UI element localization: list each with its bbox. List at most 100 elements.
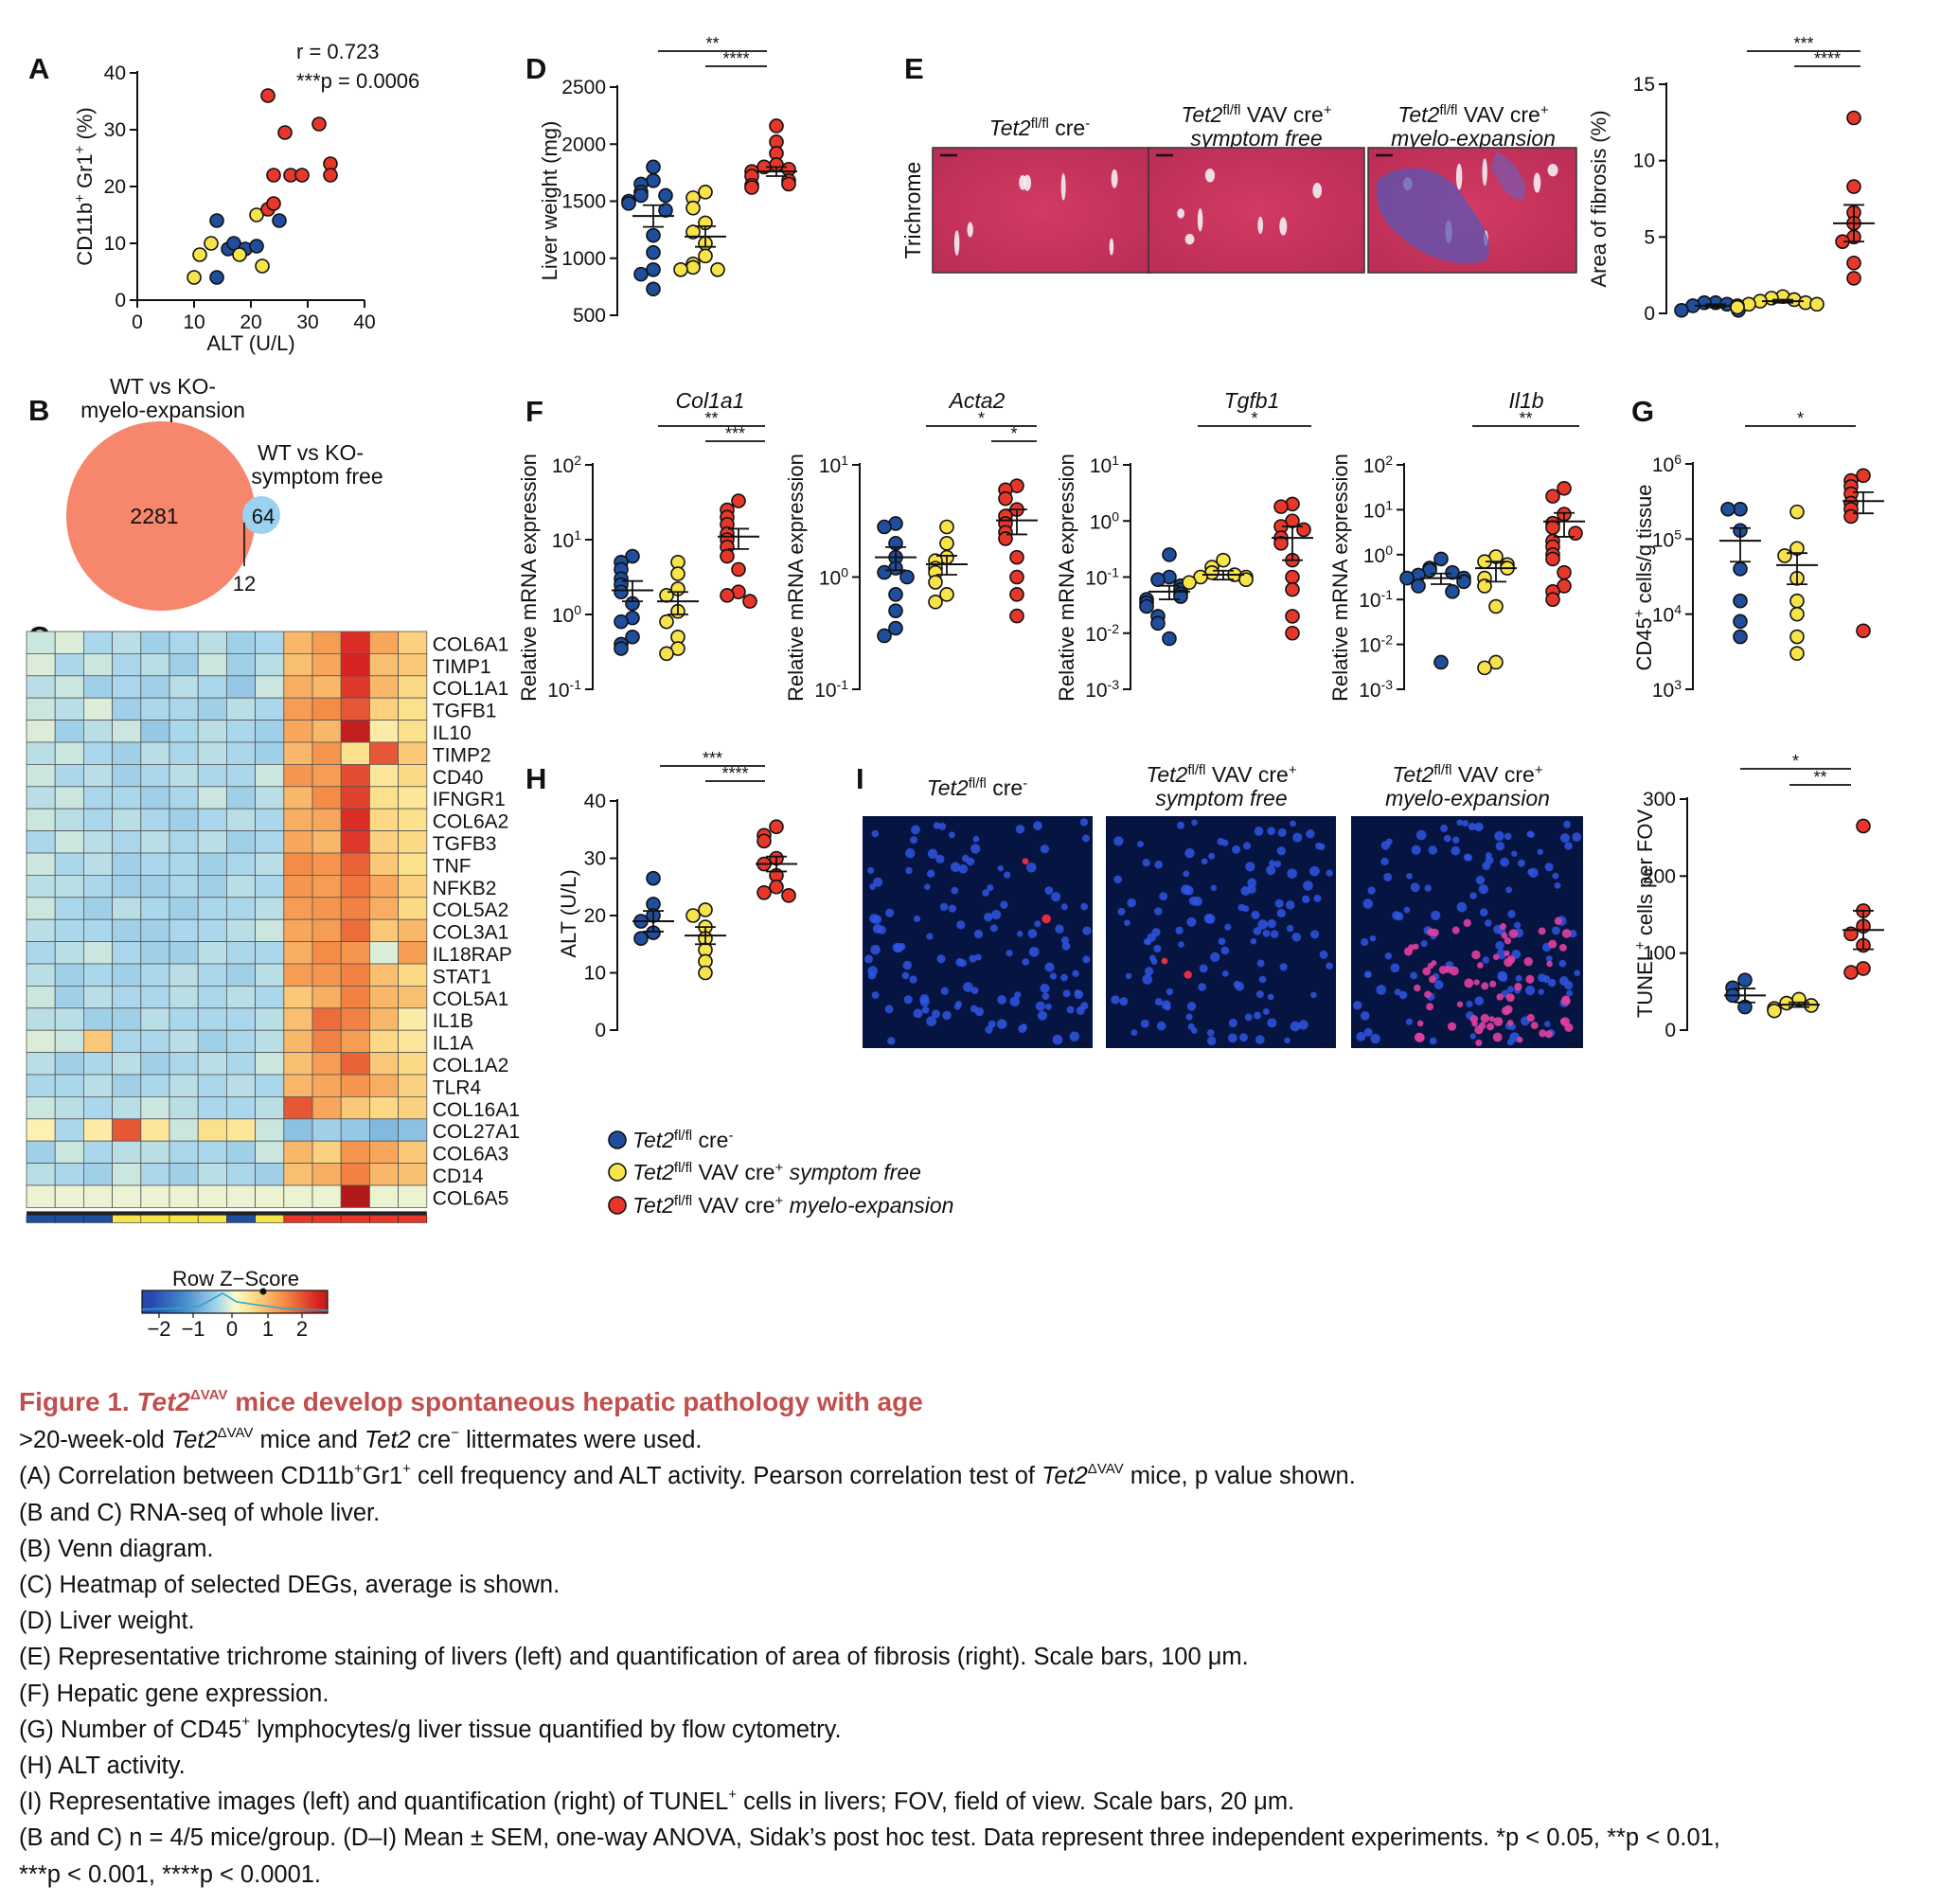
heatmap-cell (283, 1029, 313, 1053)
heatmap-cell (197, 764, 227, 788)
heatmap-cell (368, 918, 399, 943)
tunel-positive-cell (1548, 939, 1558, 949)
liver-weight-point-symptom_free (685, 259, 701, 276)
y-tick-label: 103 (1652, 677, 1682, 702)
nucleus (1433, 980, 1444, 989)
significance-stars: ** (704, 409, 718, 428)
heatmap-cell (225, 720, 256, 743)
heatmap-cell (54, 1052, 84, 1076)
label-segment: fl/fl (1433, 762, 1451, 778)
y-axis-label: CD11b+ Gr1+ (%) (72, 107, 98, 266)
heatmap-cell (26, 1184, 56, 1208)
nucleus (1538, 988, 1544, 995)
tick-exponent: 1 (1112, 453, 1119, 468)
tick-exponent: 0 (841, 565, 848, 580)
y-tick-label: 15 (1633, 74, 1655, 96)
tunel-positive-cell (1501, 932, 1508, 939)
heatmap-cell (312, 697, 342, 721)
label-segment: VAV cre (1205, 762, 1288, 787)
heatmap-cell (340, 875, 370, 899)
heatmap-cell (112, 808, 142, 832)
group-title: Tet2fl/fl VAV cre+ (1181, 102, 1331, 128)
group-subtitle: myelo-expansion (1391, 126, 1556, 151)
tunel-positive-cell (1492, 1032, 1503, 1042)
heatmap-cell (340, 741, 370, 765)
x-tick-label: 10 (183, 311, 205, 333)
tick-exponent: 4 (1674, 602, 1682, 617)
label-segment: fl/fl (1031, 116, 1049, 132)
nucleus (1061, 941, 1071, 951)
label-segment: - (728, 1128, 733, 1144)
heatmap-cell (197, 1074, 227, 1097)
liver-weight-point-cre_neg (646, 244, 661, 260)
cd45-point-cre_neg (1733, 501, 1748, 517)
heatmap-cell (225, 631, 256, 654)
nucleus (1255, 1035, 1265, 1044)
heatmap-cell (312, 1096, 342, 1120)
heatmap-group-myelo_expansion (369, 1215, 399, 1223)
label-segment: (%) (73, 107, 97, 145)
nucleus (1469, 892, 1477, 899)
nucleus (1142, 974, 1153, 985)
heatmap-cell (112, 741, 142, 765)
heatmap-cell (112, 653, 142, 677)
heatmap-cell (340, 963, 370, 987)
expression-Col1a1-point-cre_neg (614, 641, 629, 656)
tunel-positive-cell (1022, 858, 1029, 865)
heatmap-cell (83, 1007, 114, 1031)
nucleus (1544, 1021, 1551, 1027)
heatmap-gene-label: TIMP1 (433, 656, 491, 678)
nucleus (1383, 872, 1393, 881)
heatmap-cell (255, 786, 285, 810)
heatmap-cell (368, 1074, 399, 1097)
panel-letter: A (28, 52, 49, 85)
heatmap-cell (225, 1118, 256, 1142)
heatmap-cell (398, 1007, 428, 1031)
expression-Acta2-point-cre_neg (877, 519, 892, 535)
nucleus (1276, 908, 1286, 918)
vessel-lumen (1279, 217, 1288, 236)
y-tick-label: 5 (1644, 226, 1655, 248)
heatmap-cell (83, 897, 114, 920)
heatmap-cell (197, 1118, 227, 1142)
scatter-point-cre_neg (209, 213, 224, 228)
heatmap-cell (312, 1118, 342, 1142)
nucleus (1253, 927, 1262, 935)
heatmap-cell (312, 808, 342, 832)
alt-point-myelo_expansion (769, 879, 784, 895)
heatmap-cell (112, 941, 142, 965)
label-segment: fl/fl (1187, 762, 1205, 778)
label-segment: + (1540, 102, 1549, 118)
heatmap-cell (112, 697, 142, 721)
y-tick-label: 30 (104, 119, 126, 141)
nucleus (1081, 834, 1090, 843)
nucleus (1124, 919, 1130, 927)
y-axis-label: Relative mRNA expression (517, 454, 541, 702)
tunel-positive-cell (1564, 1023, 1574, 1032)
heatmap-cell (312, 1007, 342, 1031)
heatmap-group-cre_neg (54, 1215, 84, 1223)
scatter-point-myelo_expansion (312, 116, 327, 132)
heatmap-cell (368, 1118, 399, 1142)
label-segment: fl/fl (674, 1193, 692, 1209)
heatmap-cell (169, 986, 199, 1009)
nucleus (1290, 1021, 1301, 1032)
fibrosis-point-myelo_expansion (1846, 255, 1861, 271)
nucleus (1035, 1001, 1045, 1011)
y-tick-label: 102 (1363, 453, 1393, 477)
nucleus (1154, 907, 1163, 916)
expression-Col1a1-point-myelo_expansion (720, 588, 735, 603)
legend-swatch-symptom_free (608, 1163, 627, 1182)
heatmap-cell (368, 675, 399, 699)
heatmap-cell (140, 830, 170, 854)
heatmap-cell (368, 786, 399, 810)
tick-base: 10 (1359, 590, 1380, 612)
nucleus (1514, 921, 1522, 929)
nucleus (1051, 892, 1061, 902)
nucleus (1499, 973, 1508, 982)
heatmap-cell (83, 786, 114, 810)
heatmap-cell (112, 764, 142, 788)
nucleus (872, 923, 882, 934)
heatmap-cell (54, 720, 84, 743)
nucleus (1270, 930, 1279, 938)
